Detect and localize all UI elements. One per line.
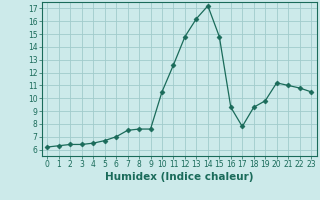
X-axis label: Humidex (Indice chaleur): Humidex (Indice chaleur)	[105, 172, 253, 182]
